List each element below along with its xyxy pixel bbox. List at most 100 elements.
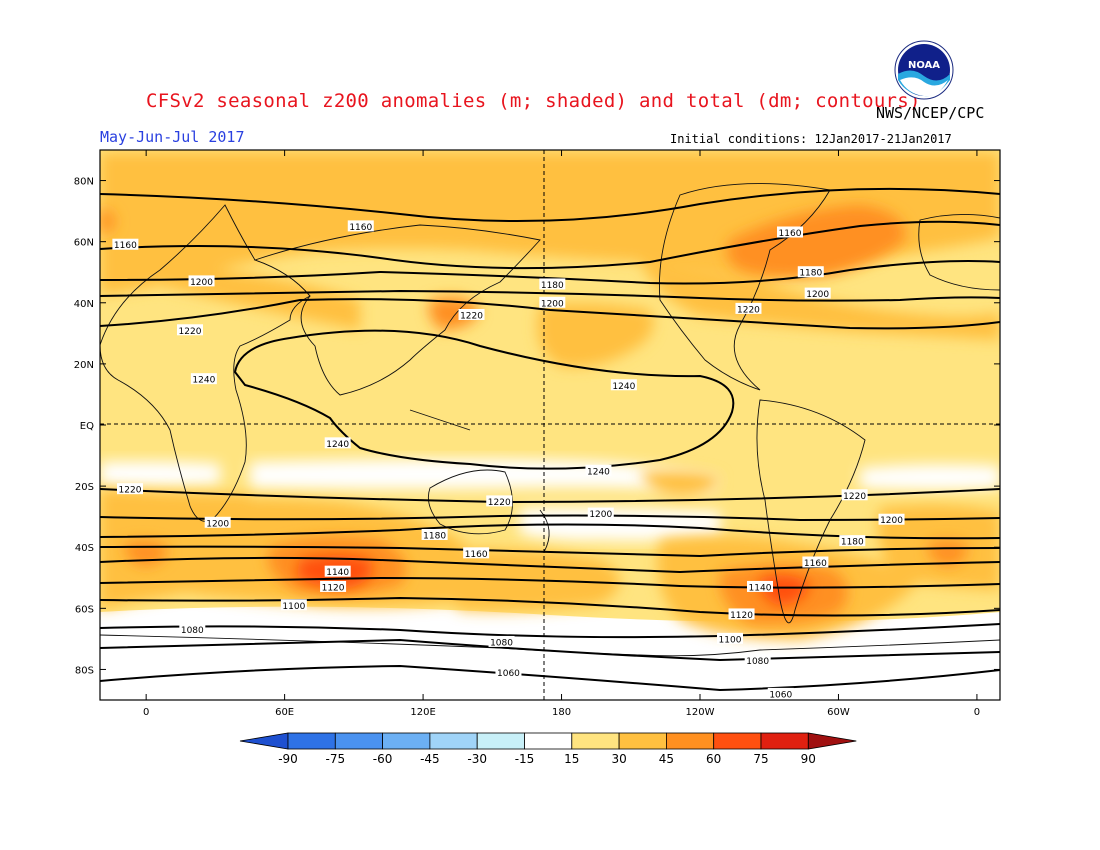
svg-text:1240: 1240 (192, 376, 215, 386)
svg-text:1060: 1060 (769, 690, 792, 700)
contour-labels: 1160 1160 1200 1180 1200 1220 1220 1160 1180 1200… (112, 220, 905, 700)
contour-label: 1220 (841, 489, 868, 502)
contour-label: 1160 (802, 556, 829, 569)
contour-label: 1180 (797, 266, 824, 279)
svg-text:1220: 1220 (737, 305, 760, 315)
svg-text:1240: 1240 (612, 382, 635, 392)
colorbar-swatch (287, 732, 336, 750)
longitude-axis: 0 60E 120E 180 120W 60W 0 (143, 150, 980, 718)
colorbar-label: -45 (420, 752, 440, 766)
lat-label: 80S (75, 665, 94, 676)
contour-label: 1120 (320, 580, 347, 593)
contour-label: 1200 (539, 296, 566, 309)
contour-label: 1240 (324, 437, 351, 450)
colorbar-label: -30 (467, 752, 487, 766)
colorbar-label: 15 (564, 752, 579, 766)
lon-label: 180 (552, 707, 571, 718)
contour-label: 1080 (488, 635, 515, 648)
svg-text:1060: 1060 (497, 669, 520, 679)
colorbar-arrow-right (807, 732, 857, 750)
svg-text:1140: 1140 (749, 583, 772, 593)
colorbar-label: -75 (325, 752, 345, 766)
lon-label: 0 (974, 707, 980, 718)
contour-label: 1200 (878, 513, 905, 526)
contour-label: 1100 (280, 599, 307, 612)
svg-text:1220: 1220 (460, 312, 483, 322)
colorbar-swatch (334, 732, 383, 750)
svg-text:1180: 1180 (541, 281, 564, 291)
svg-text:1140: 1140 (326, 568, 349, 578)
map-title: CFSv2 seasonal z200 anomalies (m; shaded… (146, 90, 921, 112)
svg-text:1180: 1180 (799, 269, 822, 279)
contour-label: 1140 (324, 565, 351, 578)
svg-text:1240: 1240 (326, 440, 349, 450)
colorbar-label: 90 (801, 752, 816, 766)
svg-text:1100: 1100 (719, 635, 742, 645)
svg-text:1160: 1160 (465, 550, 488, 560)
season-label: May-Jun-Jul 2017 (100, 128, 245, 146)
colorbar-swatch (618, 732, 667, 750)
contour-label: 1220 (117, 483, 143, 496)
svg-text:1180: 1180 (423, 532, 446, 542)
svg-text:1200: 1200 (589, 510, 612, 520)
contour-label: 1200 (587, 507, 614, 520)
svg-text:1180: 1180 (841, 538, 864, 548)
contour-label: 1180 (839, 535, 866, 548)
colorbar-label: 45 (659, 752, 674, 766)
contour-label: 1220 (486, 495, 513, 508)
colorbar-label: -60 (373, 752, 393, 766)
svg-text:1200: 1200 (806, 290, 829, 300)
svg-text:1080: 1080 (746, 657, 769, 667)
lat-label: 40S (75, 543, 94, 554)
colorbar-label: -15 (515, 752, 535, 766)
contour-label: 1240 (585, 464, 612, 477)
contour-label: 1120 (728, 608, 755, 621)
height-contours (100, 187, 1000, 692)
colorbar-swatch (760, 732, 809, 750)
svg-text:1200: 1200 (541, 299, 564, 309)
logo-text: NOAA (908, 60, 940, 71)
lon-label: 120W (686, 707, 715, 718)
colorbar: -90 -75 -60 -45 -30 -15 15 30 45 60 75 90 (239, 732, 857, 766)
organization-label: NWS/NCEP/CPC (876, 104, 985, 122)
lat-label: 20N (74, 360, 94, 371)
svg-text:1220: 1220 (488, 498, 511, 508)
svg-text:1080: 1080 (490, 638, 513, 648)
contour-label: 1220 (177, 324, 203, 337)
contour-label: 1200 (188, 275, 215, 288)
contour-label: 1220 (458, 309, 485, 322)
contour-label: 1060 (767, 687, 794, 700)
contour-label: 1240 (190, 373, 217, 386)
colorbar-swatch (713, 732, 762, 750)
lon-label: 120E (410, 707, 435, 718)
colorbar-label: 60 (706, 752, 721, 766)
colorbar-swatch (476, 732, 525, 750)
svg-text:1120: 1120 (730, 611, 753, 621)
noaa-logo-icon: NOAA (894, 40, 954, 100)
contour-label: 1240 (610, 379, 637, 392)
lon-label: 0 (143, 707, 149, 718)
svg-text:1200: 1200 (206, 519, 229, 529)
colorbar-swatch (524, 732, 573, 750)
svg-text:1220: 1220 (843, 492, 866, 502)
contour-label: 1160 (347, 220, 374, 233)
svg-text:1220: 1220 (119, 486, 142, 496)
svg-text:1160: 1160 (779, 229, 802, 239)
lat-label: EQ (80, 421, 94, 432)
contour-label: 1200 (204, 516, 231, 529)
colorbar-swatch (666, 732, 715, 750)
svg-text:1100: 1100 (282, 602, 305, 612)
colorbar-label: -90 (278, 752, 298, 766)
contour-label: 1060 (495, 666, 522, 679)
contour-label: 1100 (717, 632, 743, 645)
colorbar-swatch (429, 732, 478, 750)
anomaly-shading (100, 150, 1000, 700)
lat-label: 60S (75, 604, 94, 615)
lon-label: 60W (827, 707, 850, 718)
contour-label: 1180 (539, 278, 566, 291)
contour-label: 1180 (421, 529, 448, 542)
contour-label: 1220 (735, 302, 762, 315)
lon-label: 60E (275, 707, 294, 718)
svg-text:1200: 1200 (190, 278, 213, 288)
